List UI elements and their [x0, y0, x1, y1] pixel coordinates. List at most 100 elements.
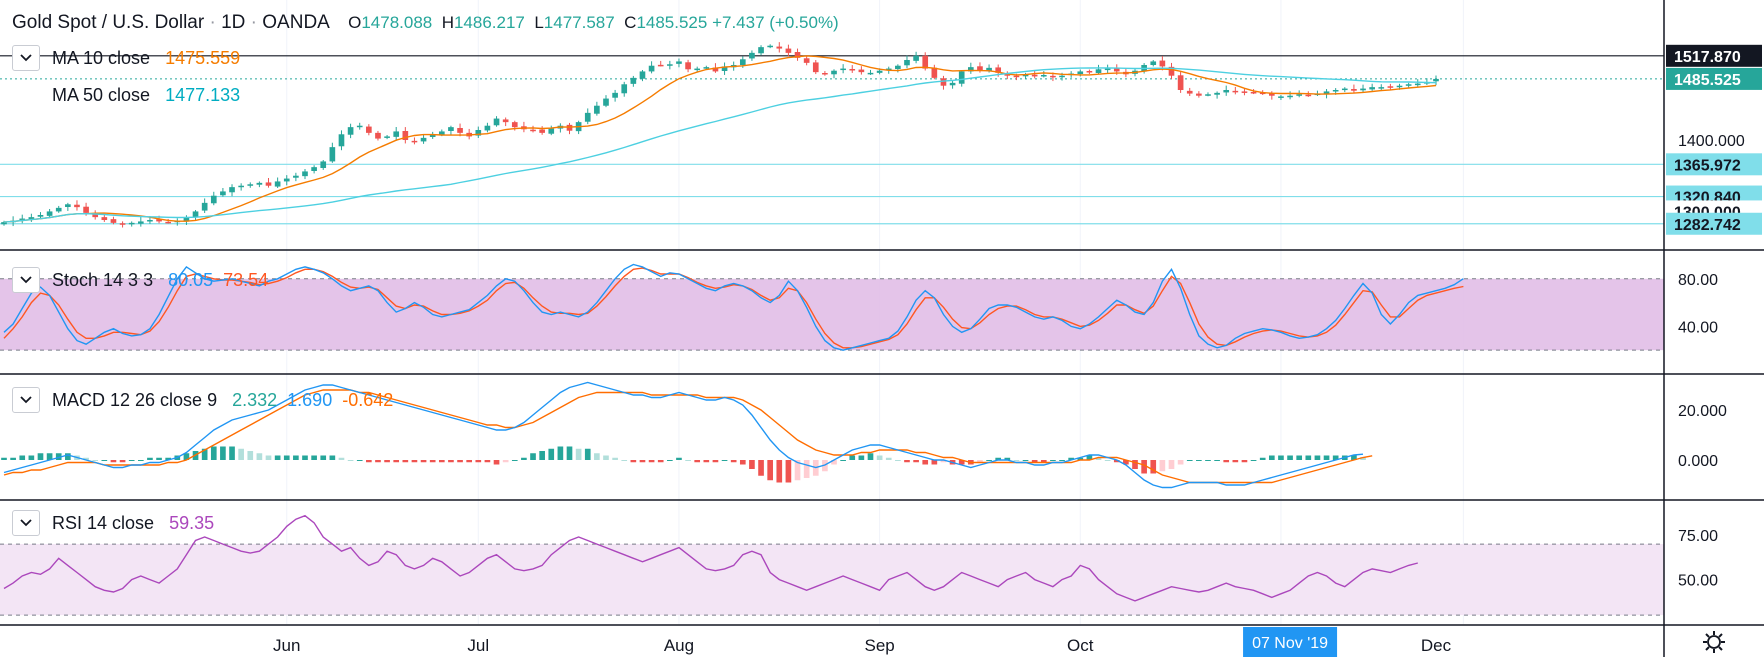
stoch-d-value: 73.54: [223, 270, 269, 290]
macd-hist-bar: [803, 460, 810, 478]
candle-up: [28, 213, 35, 222]
macd-hist-bar: [548, 448, 555, 460]
macd-hist-bar: [466, 460, 472, 463]
rsi-collapse-button[interactable]: [12, 510, 40, 536]
macd-hist-bar: [229, 446, 235, 460]
candle-body: [411, 140, 418, 143]
rsi-tick-label: 50.00: [1678, 573, 1718, 590]
settings-gear-button[interactable]: [1701, 629, 1727, 660]
candle-body: [1296, 94, 1303, 96]
candle-body: [1031, 74, 1038, 77]
candle-up: [311, 165, 317, 174]
time-axis-label: Sep: [864, 636, 894, 655]
candle-body: [758, 47, 764, 54]
price-tag: 1517.870: [1666, 44, 1762, 67]
macd-tick-label: 20.000: [1678, 403, 1727, 420]
candle-body: [968, 67, 974, 72]
macd-hist-bar: [65, 453, 71, 460]
price-tag: 1485.525: [1666, 67, 1762, 90]
macd-hist-bar: [55, 453, 62, 460]
candle-body: [694, 68, 701, 71]
candle-down: [812, 60, 819, 75]
candle-down: [457, 123, 463, 137]
candle-up: [347, 123, 354, 139]
ma10-value: 1475.559: [165, 48, 241, 68]
candle-up: [867, 69, 874, 75]
legend-collapse-button[interactable]: [12, 45, 40, 71]
candle-up: [420, 134, 427, 144]
candle-body: [338, 134, 345, 147]
candle-up: [302, 169, 308, 180]
candle-up: [356, 122, 363, 130]
macd-hist-bar: [867, 453, 874, 460]
time-axis-label: Oct: [1067, 636, 1094, 655]
candle-body: [539, 129, 545, 133]
candle-up: [639, 70, 646, 82]
macd-hist-bar: [293, 455, 299, 460]
symbol-title: Gold Spot / U.S. Dollar: [12, 12, 205, 33]
candle-body: [347, 127, 354, 135]
macd-hist-bar: [958, 460, 965, 465]
candle-body: [1268, 93, 1275, 96]
price-tag-label: 1517.870: [1674, 49, 1741, 66]
candle-body: [922, 55, 929, 69]
macd-hist-bar: [83, 457, 89, 460]
candle-body: [648, 65, 655, 72]
macd-hist-bar: [730, 460, 737, 463]
candle-body: [1205, 94, 1211, 96]
candle-body: [1168, 66, 1175, 76]
stoch-name: Stoch 14 3 3: [52, 270, 154, 290]
macd-hist-bar: [794, 460, 801, 481]
candle-body: [1077, 71, 1084, 74]
candle-down: [539, 126, 545, 135]
candle-up: [128, 221, 135, 227]
candle-body: [1341, 88, 1348, 91]
candle-body: [384, 136, 390, 138]
candle-body: [256, 182, 263, 185]
macd-hist-bar: [37, 453, 44, 460]
candle-up: [192, 210, 199, 221]
macd-hist-bar: [1150, 460, 1157, 474]
macd-hist-bar: [849, 455, 856, 460]
candle-up: [201, 198, 208, 213]
candle-body: [785, 48, 792, 53]
macd-hist-bar: [384, 460, 390, 463]
rsi-line: [3, 514, 1418, 602]
candle-body: [667, 64, 673, 66]
stoch-k-line: [3, 263, 1464, 351]
candle-up: [210, 191, 217, 206]
candle-body: [1013, 75, 1020, 78]
candle-body: [37, 215, 44, 217]
rsi-band: [0, 544, 1664, 616]
price-tick-label: 1400.000: [1678, 133, 1745, 150]
candle-body: [302, 171, 308, 177]
candle-up: [1433, 75, 1439, 86]
candle-down: [1186, 87, 1193, 96]
macd-hist-bar: [302, 455, 308, 460]
time-axis-label: Jul: [467, 636, 489, 655]
stoch-collapse-button[interactable]: [12, 267, 40, 293]
ma10-legend: MA 10 close 1475.559: [52, 48, 240, 69]
macd-collapse-button[interactable]: [12, 387, 40, 413]
macd-hist-bar: [1305, 455, 1312, 460]
macd-hist-bar: [776, 460, 783, 483]
macd-hist-bar: [502, 460, 509, 463]
macd-hist-bar: [156, 457, 162, 460]
candle-body: [220, 191, 226, 196]
macd-hist-bar: [210, 446, 217, 460]
candle-body: [438, 131, 445, 135]
candle-down: [931, 64, 938, 80]
candle-body: [1, 222, 7, 225]
macd-hist-bar: [1232, 460, 1239, 463]
candle-body: [703, 67, 710, 69]
candle-body: [311, 167, 317, 171]
macd-hist-bar: [411, 460, 418, 463]
candle-up: [676, 58, 682, 68]
macd-hist-bar: [1, 457, 7, 460]
macd-hist-bar: [785, 460, 792, 483]
macd-hist-bar: [1296, 455, 1303, 460]
candle-body: [265, 182, 272, 186]
macd-hist-bar: [1059, 460, 1065, 461]
macd-hist-bar: [256, 453, 263, 460]
